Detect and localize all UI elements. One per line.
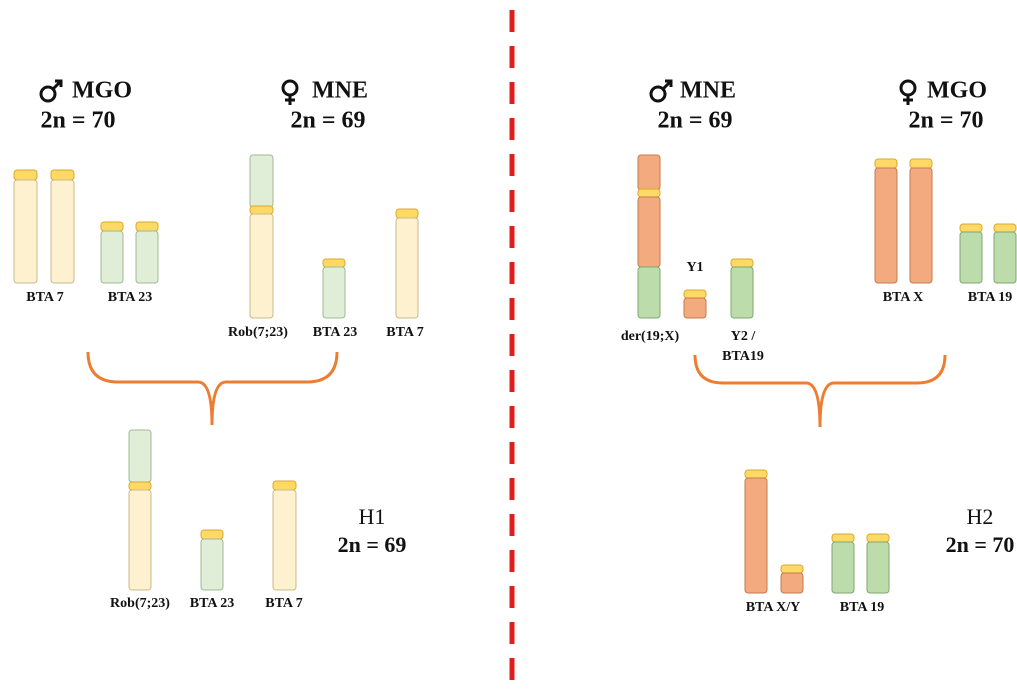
centromere xyxy=(128,481,152,491)
karyotype: 2n = 69 xyxy=(290,108,365,134)
centromere xyxy=(959,223,983,233)
chromosome-arm xyxy=(637,196,661,268)
centromere xyxy=(780,564,804,574)
centromere xyxy=(135,221,159,232)
chromosome-label: Rob(7;23) xyxy=(228,325,288,340)
centromere xyxy=(200,529,224,540)
karyotype: 2n = 69 xyxy=(338,532,407,557)
chromosome-label: BTA X/Y xyxy=(746,600,801,615)
male-icon xyxy=(39,79,63,103)
chromosome-label: BTA 23 xyxy=(190,596,234,611)
chromosome-arm xyxy=(683,297,707,319)
chromosome-label: BTA 19 xyxy=(840,600,884,615)
chromosome-label: Rob(7;23) xyxy=(110,596,170,611)
hybrid-name: H2 xyxy=(967,504,994,529)
chromosome-label: der(19;X) xyxy=(621,329,680,344)
chromosome-label: BTA 7 xyxy=(265,596,302,611)
karyotype: 2n = 70 xyxy=(946,532,1015,557)
centromere xyxy=(874,158,898,169)
chromosome-arm xyxy=(249,154,274,208)
centromere xyxy=(993,223,1017,233)
parent-name: MNE xyxy=(680,78,736,104)
centromere xyxy=(866,533,890,543)
parent-name: MGO xyxy=(927,78,987,104)
centromere xyxy=(13,169,38,181)
chromosome-arm xyxy=(249,213,274,319)
chromosome-label: Y2 / xyxy=(731,329,757,344)
chromosome-arm xyxy=(637,266,661,319)
chromosome-arm xyxy=(128,489,152,591)
chromosome-arm xyxy=(730,266,754,319)
chromosome-label: BTA 19 xyxy=(968,290,1012,305)
chromosome-label: BTA 7 xyxy=(386,325,423,340)
chromosome-arm xyxy=(135,230,159,284)
chromosome-label: BTA19 xyxy=(722,349,764,364)
centromere xyxy=(683,289,707,299)
chromosomes xyxy=(13,154,1017,594)
chromosome-label: BTA 23 xyxy=(313,325,357,340)
chromosome-arm xyxy=(50,179,75,284)
chromosome-arm xyxy=(200,538,224,591)
chromosome-arm xyxy=(780,572,804,594)
chromosome-arm xyxy=(866,541,890,594)
chromosome-arm xyxy=(959,231,983,284)
centromere xyxy=(909,158,933,169)
chromosome-label: Y1 xyxy=(686,260,703,275)
chromosome-arm xyxy=(744,477,768,594)
centromere xyxy=(744,469,768,479)
chromosome-arm xyxy=(831,541,855,594)
chromosome-arm xyxy=(128,429,152,483)
chromosome-label: BTA 23 xyxy=(108,290,152,305)
female-icon xyxy=(281,79,299,105)
bracket xyxy=(86,351,339,426)
karyotype: 2n = 70 xyxy=(40,108,115,134)
parent-name: MNE xyxy=(312,78,368,104)
chromosome-arm xyxy=(13,179,38,284)
chromosome-arm xyxy=(909,167,933,284)
centromere xyxy=(395,208,419,219)
chromosome-arm xyxy=(395,217,419,319)
centromere xyxy=(322,258,346,268)
centromere xyxy=(50,169,75,181)
chromosome-arm xyxy=(100,230,124,284)
karyotype: 2n = 69 xyxy=(657,108,732,134)
chromosome-arm xyxy=(874,167,898,284)
chromosome-label: BTA X xyxy=(883,290,924,305)
centromere xyxy=(637,188,661,198)
hybrid-name: H1 xyxy=(359,504,386,529)
karyotype: 2n = 70 xyxy=(908,108,983,134)
centromere xyxy=(272,480,297,491)
female-icon xyxy=(899,79,917,105)
centromere xyxy=(831,533,855,543)
chromosome-label: BTA 7 xyxy=(26,290,63,305)
chromosome-arm xyxy=(637,154,661,191)
centromere xyxy=(100,221,124,232)
male-icon xyxy=(649,79,673,103)
parent-name: MGO xyxy=(72,78,132,104)
chromosome-arm xyxy=(993,231,1017,284)
chromosome-arm xyxy=(322,266,346,319)
centromere xyxy=(730,258,754,268)
bracket xyxy=(693,354,947,428)
centromere xyxy=(249,205,274,215)
chromosome-arm xyxy=(272,489,297,591)
